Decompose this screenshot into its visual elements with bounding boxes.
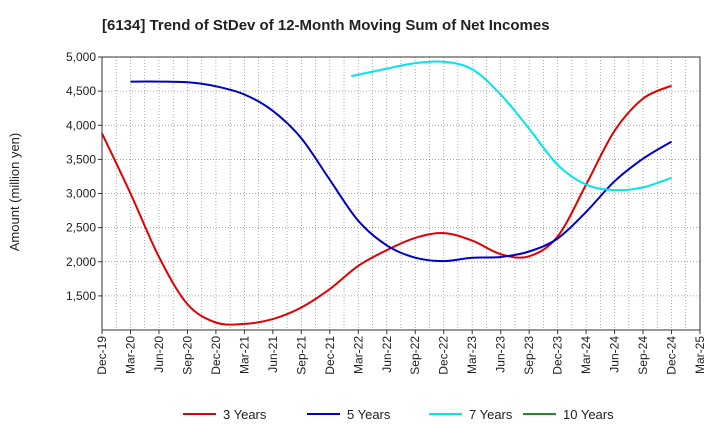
y-tick-label: 3,000 (66, 187, 96, 201)
x-tick-label: Dec-19 (95, 336, 109, 375)
series-lines (101, 60, 673, 326)
series-line-1 (101, 84, 672, 326)
x-tick-label: Jun-21 (266, 336, 280, 373)
x-tick-label: Sep-23 (522, 336, 536, 375)
x-tick-label: Dec-20 (209, 336, 223, 375)
x-tick-label: Mar-21 (237, 336, 251, 374)
series-line-3 (351, 60, 672, 192)
y-ticks: 1,500 2,000 2,500 3,000 3,500 4,000 4,500 5,000 (66, 50, 102, 303)
y-tick-label: 4,500 (66, 84, 96, 98)
y-tick-label: 4,000 (66, 118, 96, 132)
series-line-2 (130, 80, 673, 263)
x-tick-label: Mar-25 (693, 336, 707, 374)
x-tick-label: Mar-24 (579, 336, 593, 374)
x-tick-label: Dec-21 (323, 336, 337, 375)
legend-label-2: 5 Years (347, 407, 391, 422)
legend-label-4: 10 Years (563, 407, 614, 422)
x-tick-label: Sep-22 (408, 336, 422, 375)
legend-label-1: 3 Years (223, 407, 267, 422)
x-tick-label: Sep-21 (294, 336, 308, 375)
chart-title: [6134] Trend of StDev of 12-Month Moving… (102, 17, 550, 34)
plot-frame (101, 56, 701, 331)
x-tick-label: Sep-20 (180, 336, 194, 375)
x-tick-label: Jun-22 (380, 336, 394, 373)
y-tick-label: 3,500 (66, 152, 96, 166)
y-axis-label: Amount (million yen) (7, 133, 22, 252)
grid (102, 56, 700, 330)
y-tick-label: 1,500 (66, 289, 96, 303)
x-tick-label: Dec-24 (665, 336, 679, 375)
y-tick-label: 5,000 (66, 50, 96, 64)
x-tick-label: Mar-22 (351, 336, 365, 374)
x-tick-label: Mar-20 (123, 336, 137, 374)
x-tick-label: Sep-24 (636, 336, 650, 375)
legend: 3 Years 5 Years 7 Years 10 Years (183, 407, 614, 422)
x-tick-label: Jun-23 (494, 336, 508, 373)
y-tick-label: 2,500 (66, 221, 96, 235)
x-tick-label: Jun-20 (152, 336, 166, 373)
x-tick-label: Dec-22 (437, 336, 451, 375)
x-ticks: Dec-19 Mar-20 Jun-20 Sep-20 Dec-20 Mar-21 Jun-… (95, 330, 707, 375)
x-tick-label: Jun-24 (608, 336, 622, 373)
y-tick-label: 2,000 (66, 255, 96, 269)
x-tick-label: Mar-23 (465, 336, 479, 374)
x-tick-label: Dec-23 (551, 336, 565, 375)
legend-label-3: 7 Years (469, 407, 513, 422)
